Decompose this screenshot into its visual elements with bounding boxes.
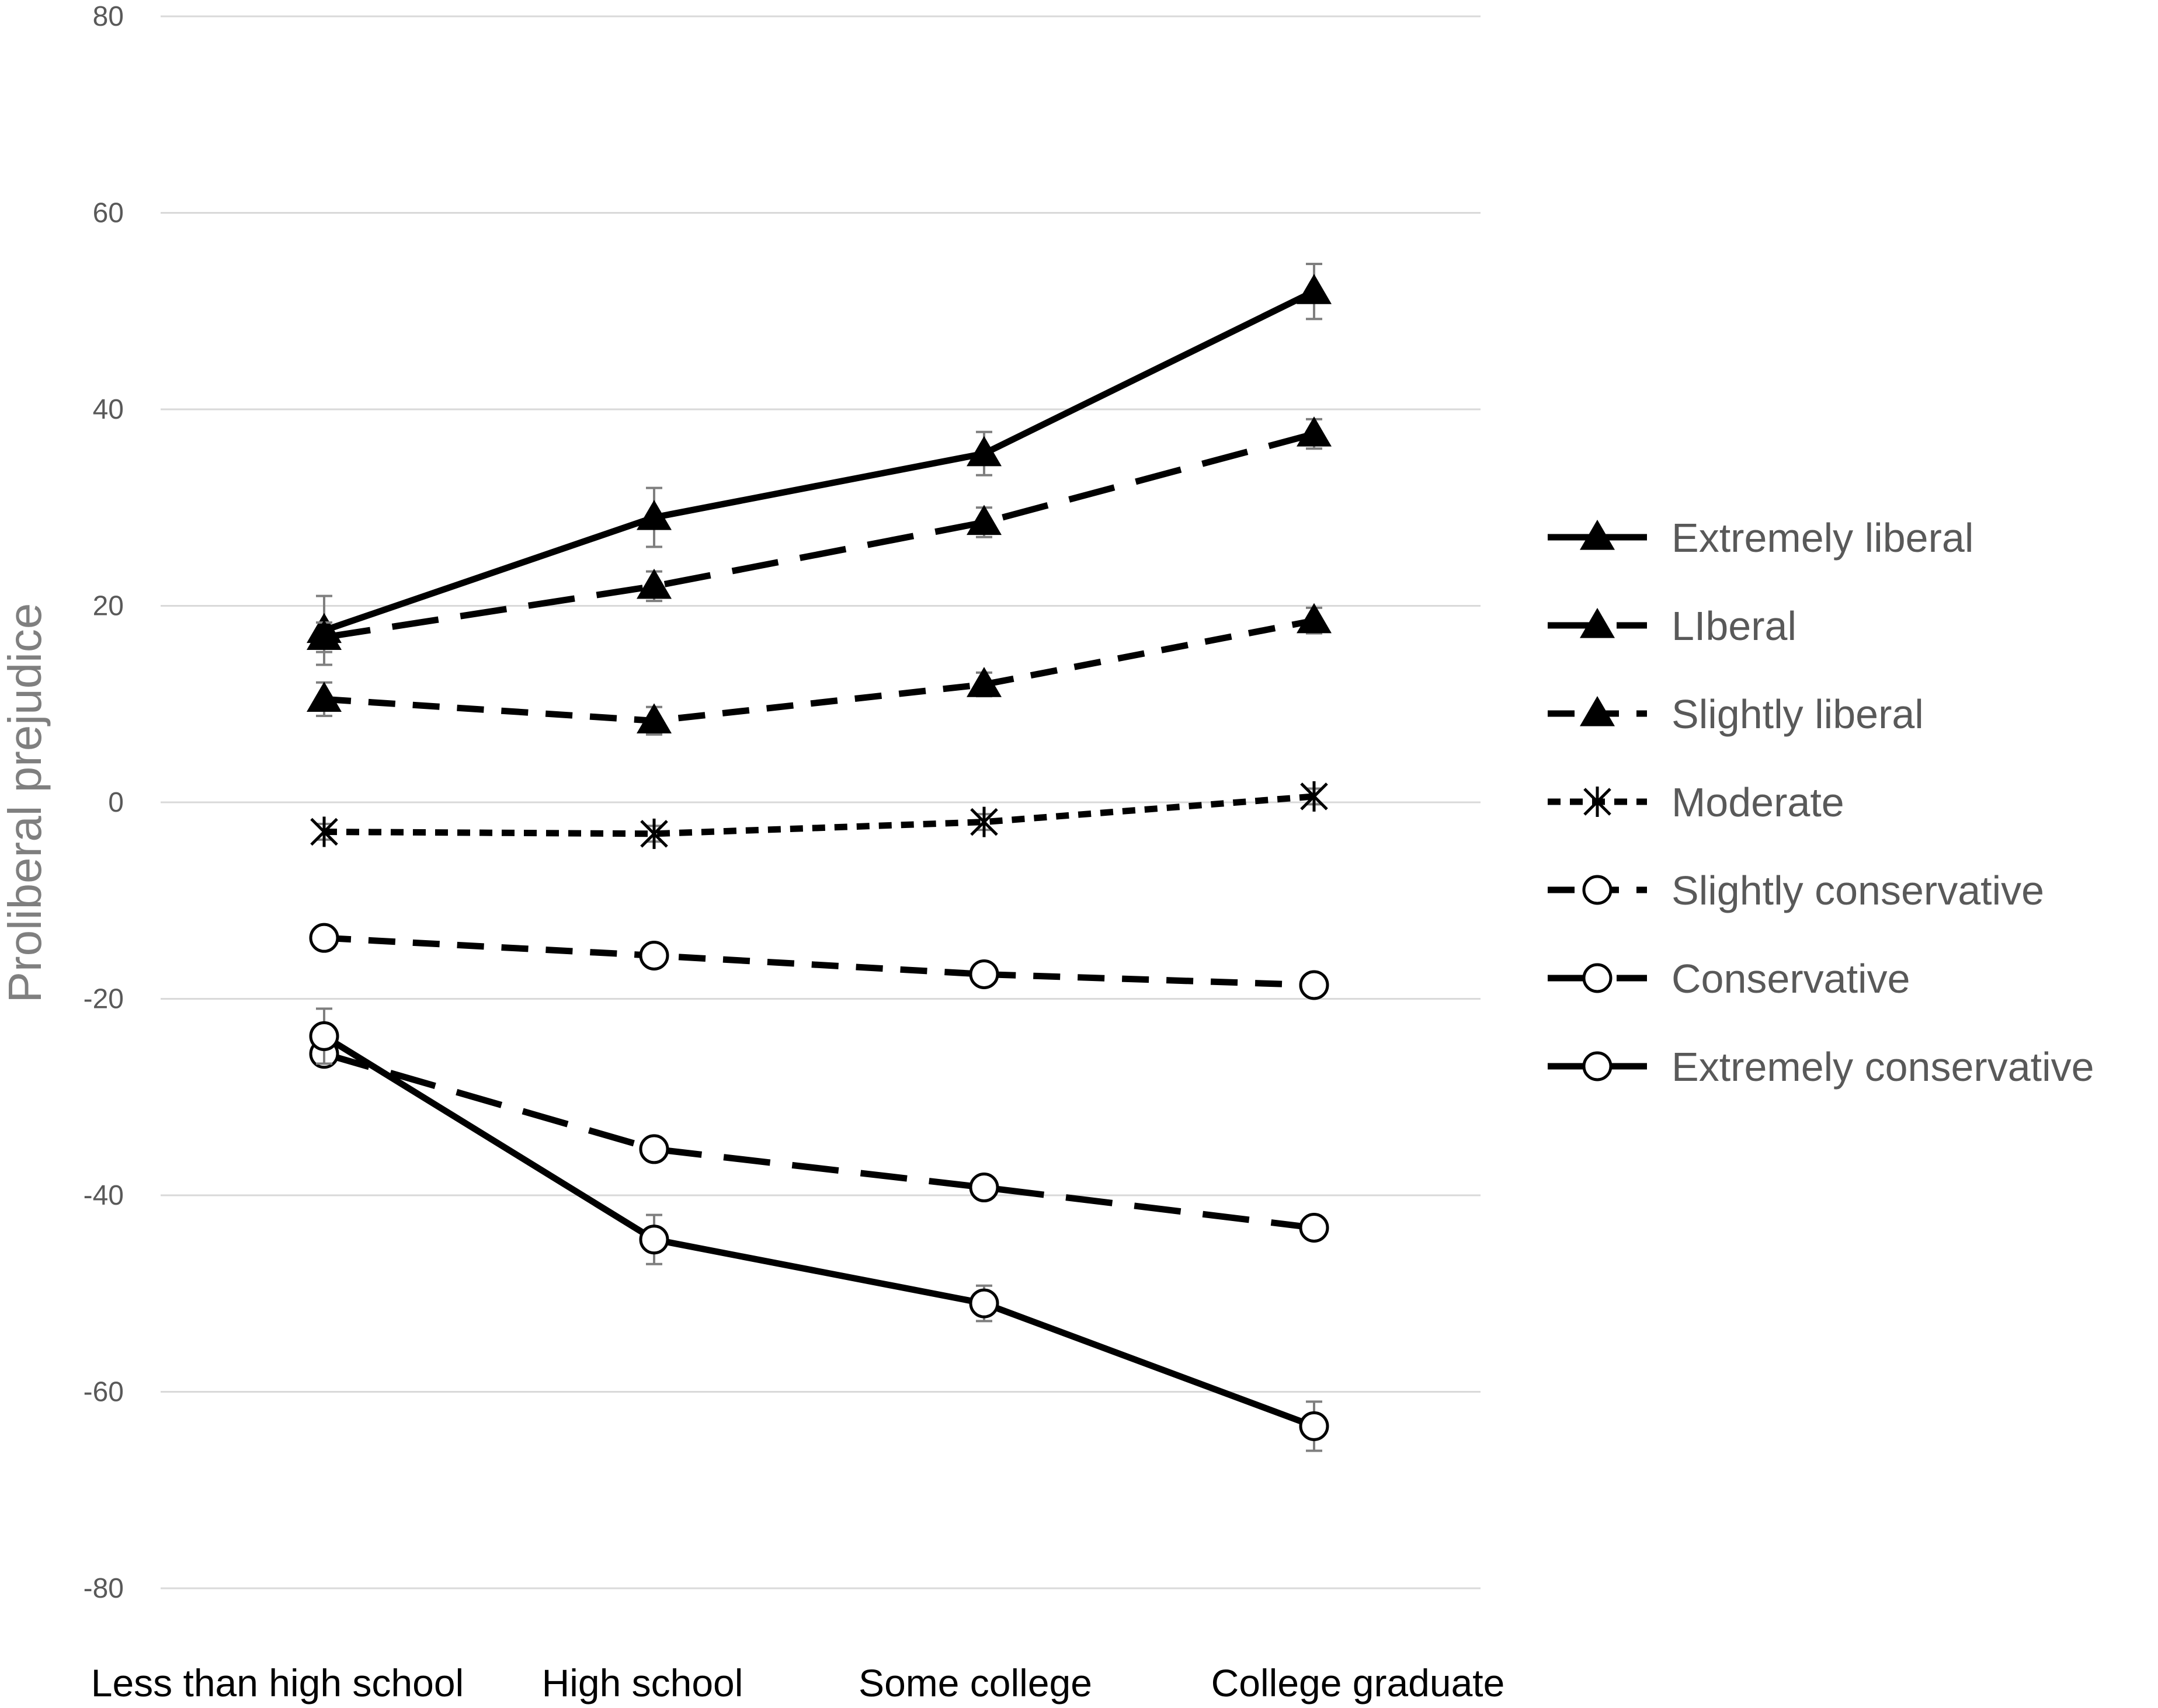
series-slightly-liberal [307, 603, 1332, 736]
legend-marker [1580, 520, 1615, 550]
legend-marker [1582, 875, 1613, 905]
series-line [323, 1050, 1315, 1231]
y-tick-label: 40 [93, 394, 124, 425]
data-point [969, 959, 999, 989]
legend-item-slightly-conservative: Slightly conservative [1548, 868, 2044, 913]
x-tick-label: Some college [859, 1661, 1092, 1704]
data-point [639, 940, 669, 970]
data-point [307, 681, 342, 712]
data-point [639, 1134, 669, 1164]
legend-marker [1580, 608, 1615, 638]
legend-label: Extremely liberal [1672, 515, 1973, 561]
x-tick-label: College graduate [1211, 1661, 1505, 1704]
series-slightly-conservative [309, 923, 1329, 1000]
y-tick-label: 0 [108, 787, 124, 818]
legend-label: Slightly liberal [1672, 691, 1924, 737]
y-tick-label: 20 [93, 591, 124, 622]
data-point [640, 818, 668, 849]
data-point [307, 620, 342, 650]
data-point [1297, 274, 1332, 304]
legend: Extremely liberal LIberal Slightly liberal… [1548, 515, 2094, 1090]
y-tick-label: 80 [93, 1, 124, 32]
data-point [970, 806, 998, 837]
data-point [967, 436, 1002, 467]
legend-label: LIberal [1672, 603, 1796, 649]
legend-label: Extremely conservative [1672, 1044, 2094, 1090]
legend-item-extremely-liberal: Extremely liberal [1548, 515, 1973, 561]
data-point [1297, 603, 1332, 634]
legend-item-extremely-conservative: Extremely conservative [1548, 1044, 2094, 1090]
legend-item-liberal: LIberal [1548, 603, 1796, 649]
series-group [307, 262, 1332, 1452]
legend-item-slightly-liberal: Slightly liberal [1548, 691, 1924, 737]
legend-marker [1582, 1051, 1613, 1081]
legend-item-conservative: Conservative [1548, 956, 1910, 1001]
series-line [324, 617, 1315, 724]
legend-item-moderate: Moderate [1548, 780, 1844, 825]
data-point [639, 1225, 669, 1255]
data-point [969, 1288, 999, 1319]
y-tick-label: -80 [84, 1573, 124, 1604]
data-point [1299, 1411, 1329, 1441]
data-point [1299, 970, 1329, 1000]
x-tick-label: High school [542, 1661, 743, 1704]
y-axis-ticks: 80 60 40 20 0 -20 -40 -60 -80 [84, 1, 124, 1604]
data-point [309, 923, 339, 953]
legend-label: Moderate [1672, 780, 1844, 825]
y-tick-label: -20 [84, 984, 124, 1015]
data-point [969, 1173, 999, 1203]
data-point [637, 703, 672, 733]
y-tick-label: -60 [84, 1377, 124, 1408]
data-point [967, 667, 1002, 697]
legend-marker [1583, 787, 1611, 817]
x-tick-label: Less than high school [91, 1661, 464, 1704]
series-conservative [309, 1039, 1329, 1243]
gridlines [161, 15, 1481, 1589]
series-line [324, 934, 1315, 989]
y-axis-label: Proliberal prejudice [0, 603, 51, 1003]
series-line [323, 288, 1316, 634]
data-point [309, 1021, 339, 1051]
legend-marker [1582, 963, 1613, 993]
y-tick-label: -40 [84, 1180, 124, 1211]
data-point [310, 816, 338, 847]
series-moderate [310, 781, 1328, 849]
data-point [967, 505, 1002, 535]
series-liberal [307, 416, 1332, 653]
data-point [637, 568, 672, 599]
x-axis-ticks: Less than high school High school Some col… [91, 1661, 1505, 1704]
legend-label: Slightly conservative [1672, 868, 2044, 913]
legend-marker [1580, 696, 1615, 726]
series-line [324, 793, 1315, 837]
series-line [324, 430, 1315, 641]
data-point [637, 500, 672, 530]
data-point [1299, 1213, 1329, 1243]
series-extremely-liberal [307, 262, 1332, 666]
legend-label: Conservative [1672, 956, 1910, 1001]
series-extremely-conservative [309, 1007, 1329, 1452]
y-tick-label: 60 [93, 198, 124, 229]
data-point [1300, 781, 1328, 812]
data-point [1297, 416, 1332, 447]
series-line [322, 1033, 1315, 1429]
